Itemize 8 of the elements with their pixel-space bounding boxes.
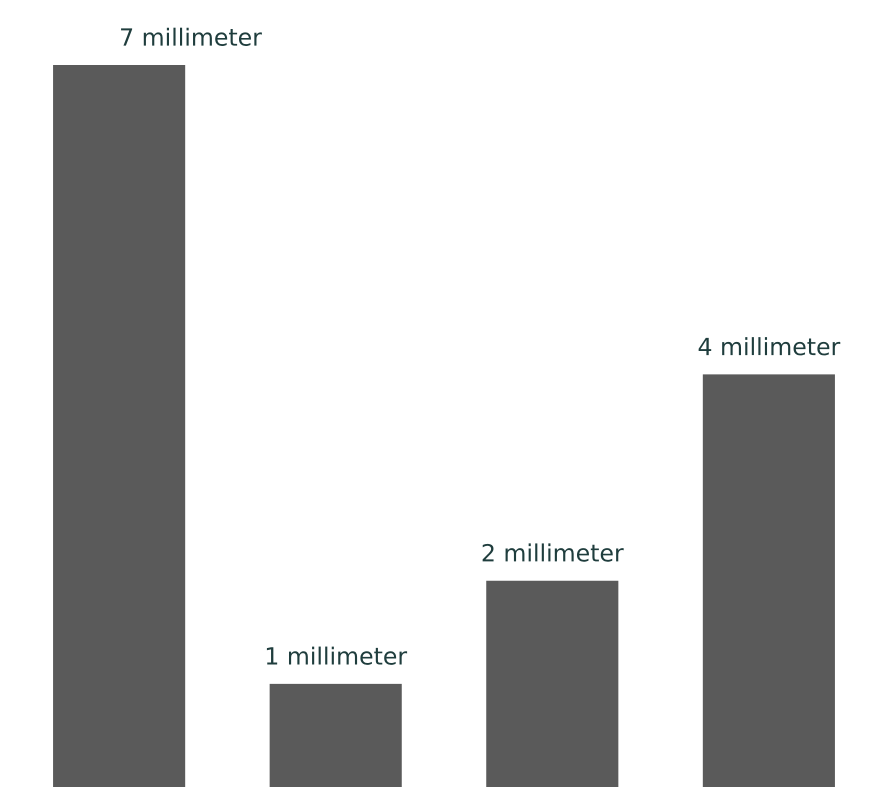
bar (270, 684, 402, 787)
bar (486, 580, 618, 787)
bar (702, 374, 835, 787)
bar (53, 64, 186, 787)
data-label: 7 millimeter (121, 28, 262, 46)
data-label: 4 millimeter (698, 337, 840, 356)
data-label: 2 millimeter (482, 543, 624, 562)
data-label: 1 millimeter (266, 646, 408, 665)
